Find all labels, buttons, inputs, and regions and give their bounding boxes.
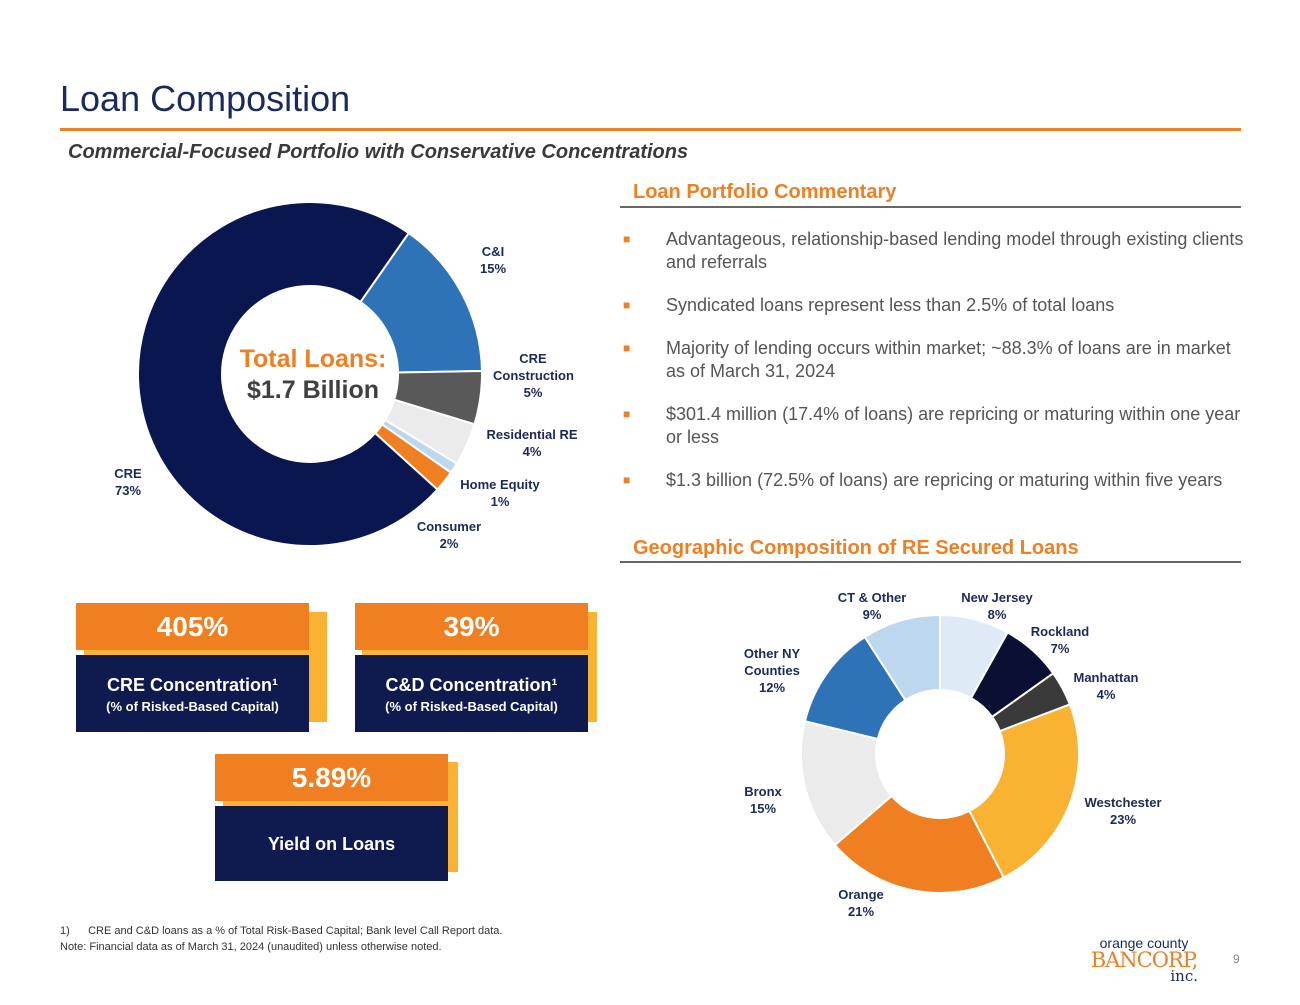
- commentary-divider: [620, 206, 1241, 208]
- geo-label-other-ny: Other NY Counties 12%: [743, 646, 801, 695]
- footnote-note: Note: Financial data as of March 31, 202…: [60, 941, 442, 953]
- geo-label-rockland: Rockland 7%: [1030, 624, 1090, 656]
- page-subtitle: Commercial-Focused Portfolio with Conser…: [68, 141, 689, 163]
- list-item: ■ $1.3 billion (72.5% of loans) are repri…: [623, 470, 1223, 490]
- bullet-square-icon: ■: [623, 298, 631, 312]
- geo-label-ct-other: CT & Other 9%: [837, 590, 907, 622]
- bullet-square-icon: ■: [623, 473, 631, 487]
- geo-divider: [620, 561, 1241, 563]
- geo-slice-ct-other: [863, 613, 941, 702]
- list-item: ■ $301.4 million (17.4% of loans) are rep…: [623, 404, 1241, 447]
- commentary-heading: Loan Portfolio Commentary: [633, 181, 897, 203]
- title-divider: [60, 128, 1241, 131]
- cre-concentration-sub: (% of Risked-Based Capital): [106, 699, 279, 714]
- list-item: ■ Majority of lending occurs within marke…: [623, 338, 1231, 381]
- yield-label-box: Yield on Loans: [215, 806, 448, 881]
- cd-concentration-label-box: C&D Concentration¹ (% of Risked-Based Ca…: [355, 655, 588, 732]
- cre-concentration-label: CRE Concentration¹: [107, 675, 278, 695]
- company-logo: orange county BANCORP, inc.: [1090, 935, 1199, 985]
- loan-donut-chart: [137, 201, 483, 547]
- page-title: Loan Composition: [60, 78, 351, 119]
- geo-label-new-jersey: New Jersey 8%: [961, 590, 1033, 622]
- cd-concentration-value: 39%: [355, 603, 588, 650]
- bullet-square-icon: ■: [623, 341, 631, 355]
- cd-concentration-label: C&D Concentration¹: [385, 675, 558, 695]
- geo-donut-chart: [800, 613, 1080, 894]
- loan-label-residential: Residential RE 4%: [486, 427, 578, 459]
- list-item: ■ Syndicated loans represent less than 2.…: [623, 295, 1115, 315]
- cd-concentration-sub: (% of Risked-Based Capital): [385, 699, 558, 714]
- bullet-square-icon: ■: [623, 232, 631, 246]
- geo-slice-westchester: [967, 703, 1080, 879]
- cre-concentration-value: 405%: [76, 603, 309, 650]
- donut-center-value: $1.7 Billion: [247, 376, 379, 404]
- loan-label-ci: C&I 15%: [479, 244, 507, 276]
- geo-label-manhattan: Manhattan 4%: [1073, 670, 1139, 702]
- list-item: ■ Advantageous, relationship-based lendin…: [623, 229, 1244, 272]
- loan-label-cre-construction: CRE Construction 5%: [493, 351, 574, 400]
- loan-label-cre: CRE 73%: [114, 466, 142, 498]
- yield-value: 5.89%: [215, 754, 448, 801]
- bullet-square-icon: ■: [623, 407, 631, 421]
- page-number: 9: [1233, 952, 1240, 966]
- cre-concentration-label-box: CRE Concentration¹ (% of Risked-Based Ca…: [76, 655, 309, 732]
- commentary-list: ■ Advantageous, relationship-based lendin…: [620, 228, 1250, 512]
- donut-center-title: Total Loans:: [239, 345, 387, 373]
- loan-label-home-equity: Home Equity 1%: [460, 477, 540, 509]
- geo-heading: Geographic Composition of RE Secured Loa…: [633, 537, 1079, 559]
- loan-slice-cre: [137, 201, 439, 547]
- geo-label-westchester: Westchester 23%: [1084, 795, 1162, 827]
- geo-slice-orange: [833, 794, 1006, 894]
- geo-label-bronx: Bronx 15%: [744, 784, 782, 816]
- loan-label-consumer: Consumer 2%: [416, 519, 482, 551]
- footnote-1: 1) CRE and C&D loans as a % of Total Ris…: [60, 925, 503, 937]
- yield-label: Yield on Loans: [267, 834, 396, 854]
- geo-label-orange: Orange 21%: [838, 887, 884, 919]
